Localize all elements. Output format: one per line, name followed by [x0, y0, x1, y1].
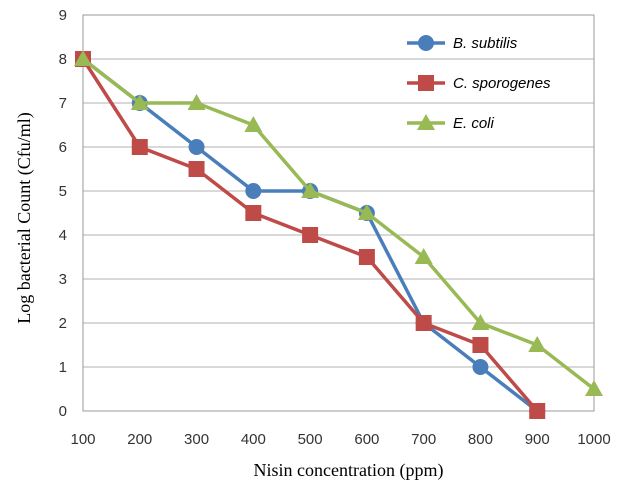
series-triangle-marker: [244, 116, 263, 132]
x-tick-label: 200: [127, 431, 152, 448]
series-triangle-marker: [528, 336, 547, 352]
series-line: [81, 57, 596, 391]
x-tick-label: 1000: [577, 431, 610, 448]
x-tick-label: 400: [241, 431, 266, 448]
x-tick-label: 800: [468, 431, 493, 448]
y-tick-label: 3: [59, 271, 67, 288]
series-triangle-marker: [414, 248, 433, 264]
y-axis-tick-labels: 0 1 2 3 4 5 6 7 8 9: [59, 7, 67, 420]
y-tick-label: 1: [59, 359, 67, 376]
x-tick-label: 900: [525, 431, 550, 448]
legend-item: B. subtilis: [407, 35, 518, 52]
y-tick-label: 8: [59, 51, 67, 68]
series-2: [75, 51, 546, 419]
series-triangle-marker: [74, 50, 92, 66]
legend-label: B. subtilis: [453, 35, 518, 52]
series-square-marker: [472, 337, 489, 353]
x-axis-title: Nisin concentration (ppm): [254, 460, 444, 481]
x-tick-label: 300: [184, 431, 209, 448]
x-tick-label: 600: [354, 431, 379, 448]
y-tick-label: 0: [59, 403, 67, 420]
y-tick-label: 7: [59, 95, 67, 112]
x-axis-tick-labels: 100 200 300 400 500 600 700 800 900 1000: [70, 431, 610, 448]
legend-triangle-marker: [417, 114, 435, 130]
series-triangle-marker: [187, 94, 206, 110]
legend-item: C. sporogenes: [407, 75, 551, 92]
series-square-marker: [245, 205, 262, 221]
plot-area: [82, 14, 595, 412]
x-tick-label: 100: [70, 431, 95, 448]
legend: B. subtilis C. sporogenes E. coli: [407, 35, 551, 132]
series-triangle-marker: [585, 380, 603, 396]
series-circle-marker: [188, 139, 205, 155]
series-circle-marker: [245, 183, 262, 199]
x-tick-label: 700: [411, 431, 436, 448]
y-tick-label: 4: [59, 227, 67, 244]
series-square-marker: [188, 161, 205, 177]
series-3: [74, 50, 603, 396]
series-square-marker: [302, 227, 319, 243]
y-tick-label: 2: [59, 315, 67, 332]
y-tick-label: 6: [59, 139, 67, 156]
series-square-marker: [131, 139, 148, 155]
series-square-marker: [529, 403, 546, 419]
series-circle-marker: [472, 359, 489, 375]
x-tick-label: 500: [298, 431, 323, 448]
y-tick-label: 5: [59, 183, 67, 200]
series-triangle-marker: [301, 182, 320, 198]
series-lines: [74, 50, 603, 419]
legend-square-marker: [418, 75, 434, 91]
series-triangle-marker: [357, 204, 376, 220]
legend-label: E. coli: [453, 115, 495, 132]
legend-item: E. coli: [407, 114, 495, 132]
y-axis-title: Log bacterial Count (Cfu/ml): [14, 112, 35, 323]
series-triangle-marker: [130, 94, 149, 110]
y-tick-label: 9: [59, 7, 67, 24]
legend-label: C. sporogenes: [453, 75, 551, 92]
series-square-marker: [358, 249, 375, 265]
legend-circle-marker: [418, 35, 434, 51]
series-triangle-marker: [471, 314, 490, 330]
series-square-marker: [415, 315, 432, 331]
